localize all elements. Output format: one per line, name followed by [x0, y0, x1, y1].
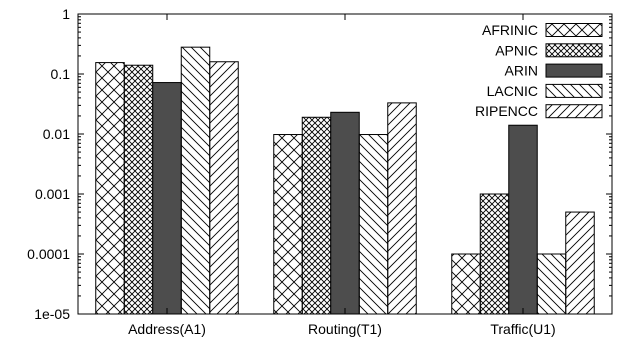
bar-lacnic-routing-t1 [358, 134, 389, 315]
bar-ripencc-address-a1 [209, 61, 239, 315]
x-tick-label: Routing(T1) [308, 321, 382, 337]
bar-afrinic-address-a1 [95, 62, 125, 315]
legend-label: LACNIC [487, 83, 538, 99]
y-tick-label: 0.01 [43, 126, 70, 142]
bar-lacnic-address-a1 [180, 46, 211, 315]
bar-ripencc-routing-t1 [387, 102, 417, 315]
legend-swatch [545, 43, 603, 58]
legend-swatch [545, 104, 603, 119]
bar-afrinic-traffic-u1 [451, 253, 481, 315]
legend-label: APNIC [495, 42, 538, 58]
legend-label: AFRINIC [482, 22, 538, 38]
y-axis-ticks: 1 0.1 0.01 0.001 0.0001 1e-05 [27, 6, 612, 322]
legend-swatch [545, 83, 603, 98]
legend-item-ripencc: RIPENCC [475, 103, 603, 119]
legend-item-afrinic: AFRINIC [482, 22, 603, 38]
y-tick-label: 1e-05 [34, 306, 70, 322]
bar-afrinic-routing-t1 [273, 134, 303, 315]
legend-item-arin: ARIN [505, 63, 603, 79]
legend-label: ARIN [505, 63, 538, 79]
x-axis-ticks: Address(A1) Routing(T1) Traffic(U1) [128, 14, 556, 337]
bar-lacnic-traffic-u1 [536, 253, 567, 315]
y-tick-label: 0.1 [51, 66, 71, 82]
legend-item-lacnic: LACNIC [487, 83, 603, 99]
legend: AFRINIC APNIC ARIN LACNIC RIPENCC [475, 22, 603, 119]
legend-label: RIPENCC [475, 103, 538, 119]
y-tick-label: 0.001 [35, 186, 70, 202]
x-tick-label: Traffic(U1) [490, 321, 555, 337]
bar-apnic-address-a1 [123, 64, 154, 315]
bar-arin-routing-t1 [330, 111, 360, 315]
legend-swatch [545, 23, 603, 37]
legend-item-apnic: APNIC [495, 42, 603, 58]
y-tick-label: 1 [62, 6, 70, 22]
bar-apnic-traffic-u1 [479, 193, 510, 315]
bar-ripencc-traffic-u1 [565, 211, 595, 315]
bar-apnic-routing-t1 [301, 116, 332, 315]
bar-arin-traffic-u1 [508, 124, 538, 315]
y-tick-label: 0.0001 [27, 246, 70, 262]
bars-layer [95, 46, 595, 315]
bar-arin-address-a1 [152, 82, 182, 315]
legend-swatch [545, 63, 603, 78]
x-tick-label: Address(A1) [128, 321, 206, 337]
